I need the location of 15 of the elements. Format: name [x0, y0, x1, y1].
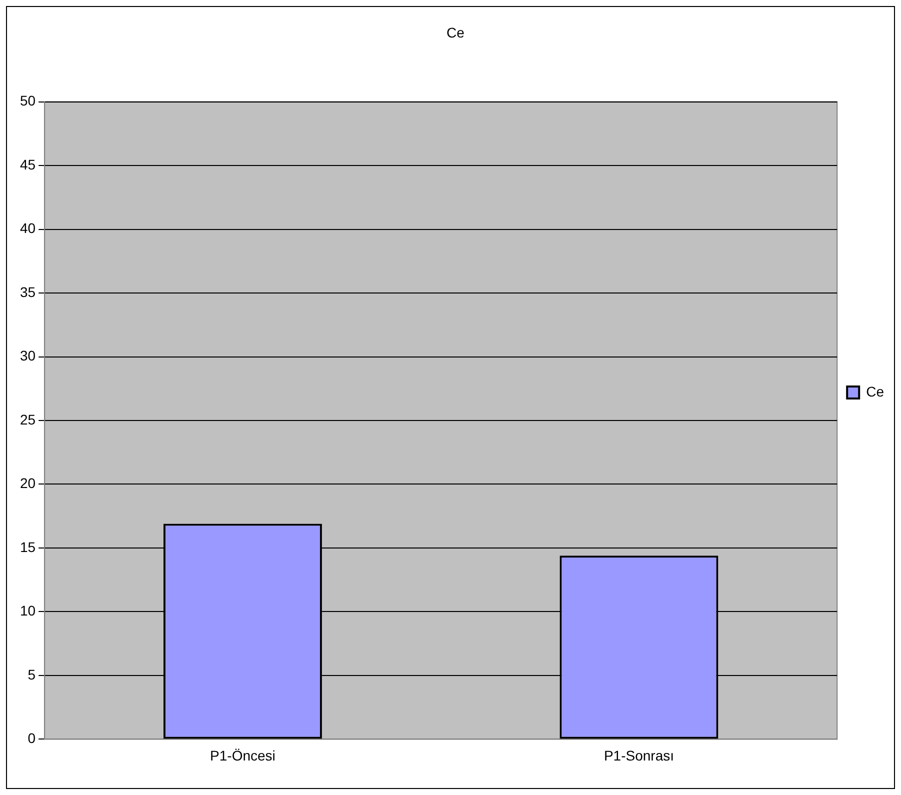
- y-tick-label: 45: [20, 156, 36, 172]
- y-tick-label: 10: [20, 602, 36, 619]
- y-tick-label: 35: [20, 284, 36, 300]
- x-tick-label: P1-Öncesi: [210, 747, 276, 764]
- y-tick-label: 15: [20, 538, 36, 555]
- y-tick-label: 50: [20, 92, 36, 109]
- chart-title: Ce: [446, 24, 465, 40]
- x-tick-label: P1-Sonrası: [604, 747, 674, 764]
- y-tick-label: 25: [20, 411, 36, 428]
- y-tick-label: 5: [28, 666, 36, 682]
- y-tick-label: 40: [20, 220, 36, 236]
- legend-label: Ce: [866, 383, 884, 400]
- y-tick-label: 20: [20, 475, 36, 492]
- y-tick-label: 30: [20, 348, 36, 364]
- y-tick-label: 0: [28, 730, 36, 746]
